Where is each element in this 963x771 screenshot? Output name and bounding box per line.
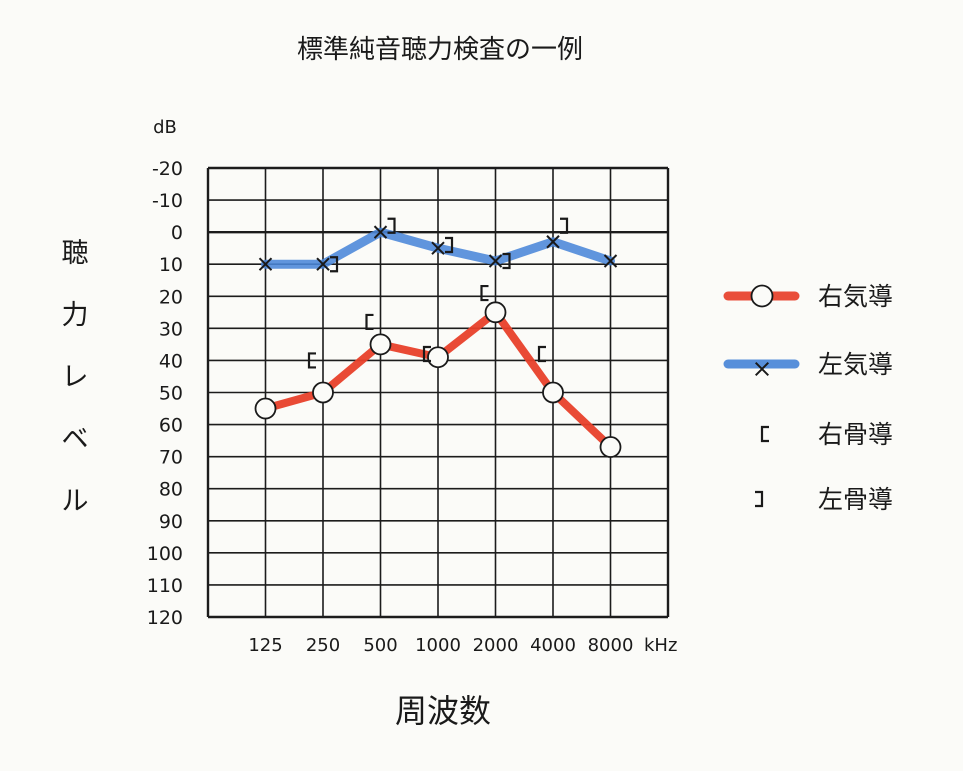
bracket-left-marker <box>760 425 769 443</box>
x-axis-ticks: 125 250 500 1000 2000 4000 8000 <box>248 635 633 656</box>
y-axis-label-char: レ <box>62 362 89 393</box>
y-tick-label: 20 <box>159 286 183 308</box>
legend-label: 左骨導 <box>818 485 893 514</box>
series-circle <box>254 301 622 458</box>
x-tick-label: 500 <box>363 635 397 656</box>
y-axis-ticks: -20 -10 0 10 20 30 40 50 60 70 80 90 100 110 120 <box>147 158 183 629</box>
circle-marker <box>484 301 507 324</box>
legend-label: 右気導 <box>818 282 893 311</box>
x-marker <box>258 257 273 271</box>
x-tick-label: 2000 <box>473 635 519 656</box>
y-axis-label-char: ベ <box>62 424 89 455</box>
y-axis-label-char: 聴 <box>62 238 89 269</box>
bracket-right-marker <box>330 256 339 273</box>
y-axis-label-char: 力 <box>62 300 89 331</box>
x-axis-label: 周波数 <box>395 692 491 730</box>
x-marker <box>754 361 770 377</box>
y-tick-label: 80 <box>159 479 183 501</box>
series-bracket-right <box>330 217 569 273</box>
circle-marker <box>750 284 774 308</box>
bracket-right-marker <box>560 217 569 234</box>
x-tick-label: 125 <box>248 635 282 656</box>
x-tick-label: 1000 <box>415 635 461 656</box>
bracket-left-marker <box>480 284 489 302</box>
x-tick-label: 250 <box>306 635 340 656</box>
legend-item: 右気導 <box>723 282 893 311</box>
y-axis-unit: dB <box>153 117 177 138</box>
y-tick-label: 30 <box>159 318 183 340</box>
bracket-right-marker <box>387 217 396 234</box>
x-axis-unit: kHz <box>644 635 677 656</box>
x-marker <box>373 225 388 239</box>
y-tick-label: 100 <box>147 543 183 565</box>
x-tick-label: 4000 <box>530 635 576 656</box>
data-series <box>254 217 622 458</box>
y-tick-label: 40 <box>159 350 183 372</box>
circle-marker <box>312 381 334 404</box>
y-tick-label: 0 <box>171 222 183 244</box>
y-tick-label: 110 <box>147 575 183 597</box>
x-tick-label: 8000 <box>588 635 634 656</box>
legend-label: 右骨導 <box>818 420 893 449</box>
legend-label: 左気導 <box>818 350 893 379</box>
x-marker <box>546 235 560 249</box>
circle-marker <box>254 397 277 420</box>
series-x <box>258 225 618 271</box>
legend-item: 左気導 <box>723 350 893 379</box>
x-marker <box>431 241 445 255</box>
bracket-left-marker <box>422 345 431 363</box>
chart-grid <box>206 166 670 619</box>
y-axis-label-char: ル <box>62 486 89 517</box>
legend-item: 左骨導 <box>755 485 893 514</box>
bracket-left-marker <box>537 345 546 363</box>
y-tick-label: 10 <box>159 254 183 276</box>
x-marker <box>603 254 618 268</box>
y-tick-label: 90 <box>159 511 183 533</box>
y-tick-label: 60 <box>159 415 183 437</box>
y-tick-label: -10 <box>152 190 183 212</box>
chart-title: 標準純音聴力検査の一例 <box>297 35 583 65</box>
x-marker <box>488 254 503 268</box>
y-tick-label: 50 <box>159 383 183 405</box>
bracket-left-marker <box>365 313 374 331</box>
bracket-right-marker <box>755 490 764 508</box>
circle-marker <box>427 346 449 369</box>
circle-marker <box>599 436 622 458</box>
y-tick-label: 70 <box>159 447 183 469</box>
circle-marker <box>542 381 564 404</box>
bracket-right-marker <box>502 252 511 270</box>
bracket-right-marker <box>445 236 454 254</box>
x-marker <box>316 257 330 271</box>
circle-marker <box>369 333 392 356</box>
series-bracket-left <box>307 284 546 369</box>
bracket-left-marker <box>307 352 316 369</box>
y-tick-label: -20 <box>152 158 183 180</box>
legend-item: 右骨導 <box>760 420 893 449</box>
y-tick-label: 120 <box>147 607 183 629</box>
